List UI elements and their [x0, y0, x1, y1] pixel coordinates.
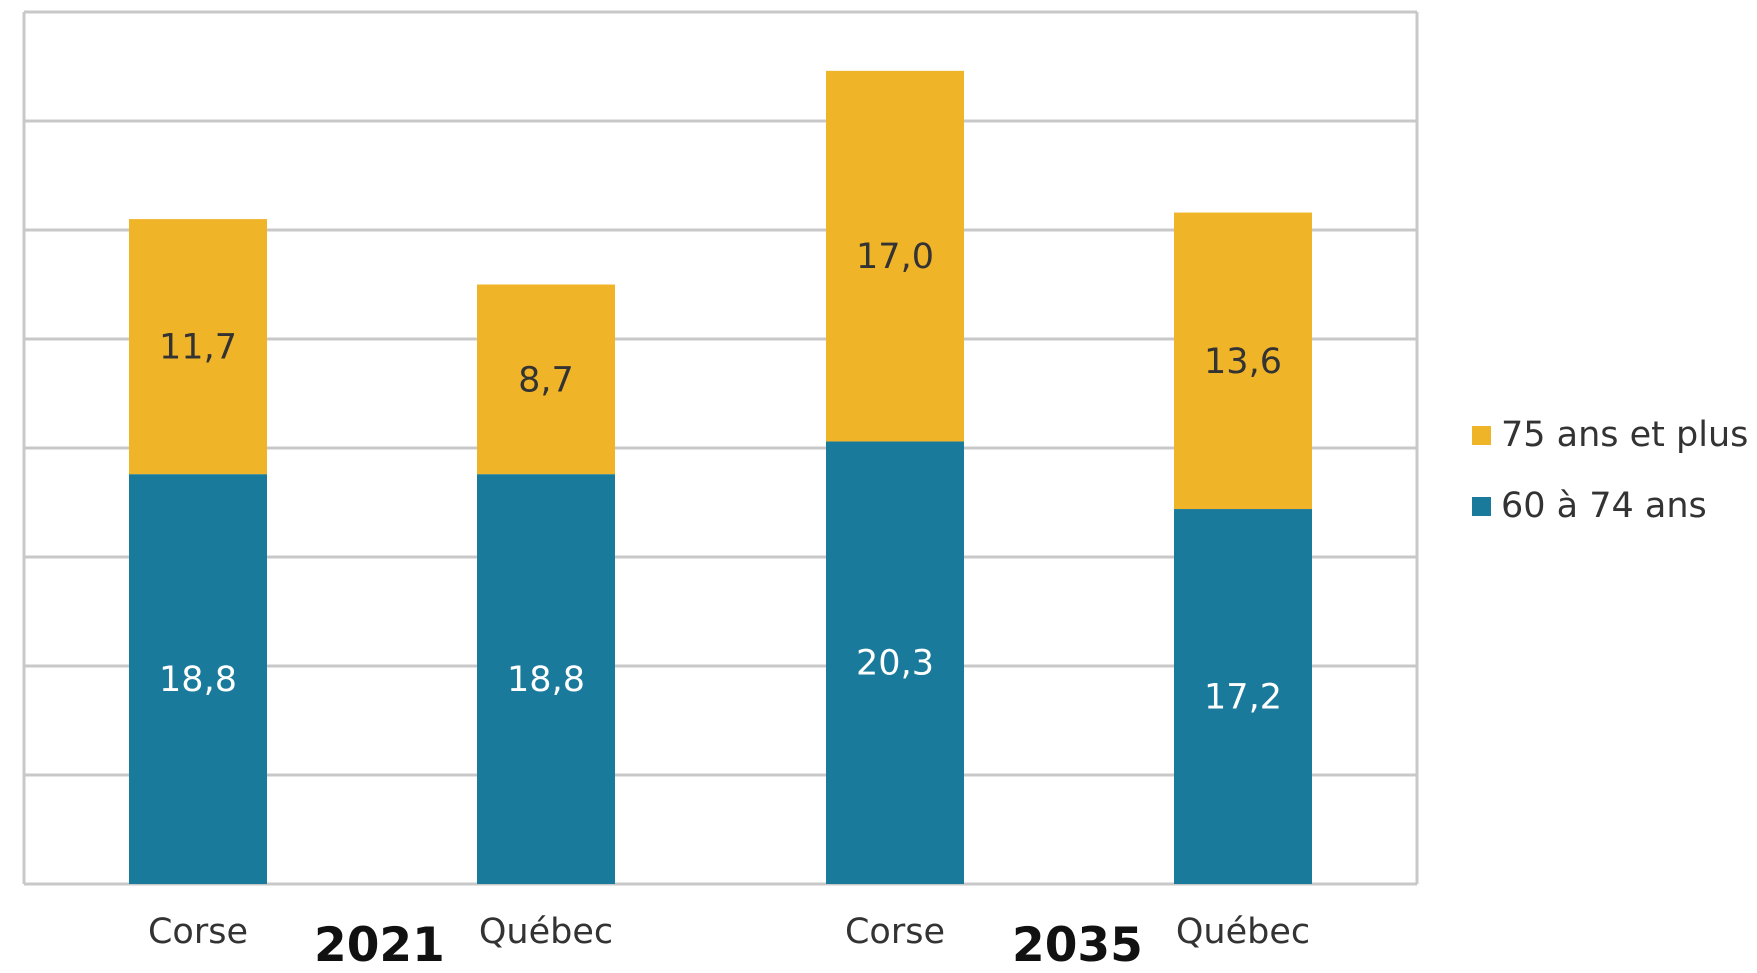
data-label: 18,8: [507, 660, 585, 700]
group-label-2021: 2021: [314, 918, 445, 973]
bar-segment: [129, 474, 267, 884]
data-label: 17,2: [1204, 678, 1282, 718]
legend-label-60-74: 60 à 74 ans: [1501, 486, 1707, 526]
bar-segment: [129, 219, 267, 475]
group-label-2035: 2035: [1012, 918, 1143, 973]
bar-segment: [1174, 509, 1312, 884]
bars-layer: [129, 70, 1312, 884]
legend-item-75-plus: 75 ans et plus: [1472, 415, 1748, 455]
data-label: 8,7: [518, 360, 574, 400]
legend: 75 ans et plus 60 à 74 ans: [1472, 415, 1748, 557]
category-label: Corse: [148, 912, 248, 952]
category-label: Québec: [479, 912, 613, 952]
category-label: Corse: [845, 912, 945, 952]
data-label: 18,8: [159, 660, 237, 700]
data-label: 13,6: [1204, 342, 1282, 382]
legend-swatch-75-plus: [1472, 425, 1491, 445]
legend-swatch-60-74: [1472, 496, 1491, 516]
labels-layer: 18,8 11,7 Corse 18,8 8,7 Québec 20,3 17,0 Corse 1…: [148, 237, 1310, 952]
data-label: 20,3: [856, 644, 934, 684]
bar-segment: [826, 441, 964, 884]
category-label: Québec: [1176, 912, 1310, 952]
bar-segment: [477, 474, 615, 884]
bar-segment: [477, 284, 615, 475]
legend-label-75-plus: 75 ans et plus: [1501, 415, 1749, 455]
legend-item-60-74: 60 à 74 ans: [1472, 486, 1748, 526]
bar-segment: [1174, 212, 1312, 510]
data-label: 11,7: [159, 328, 237, 368]
data-label: 17,0: [856, 237, 934, 277]
bar-segment: [826, 70, 964, 442]
